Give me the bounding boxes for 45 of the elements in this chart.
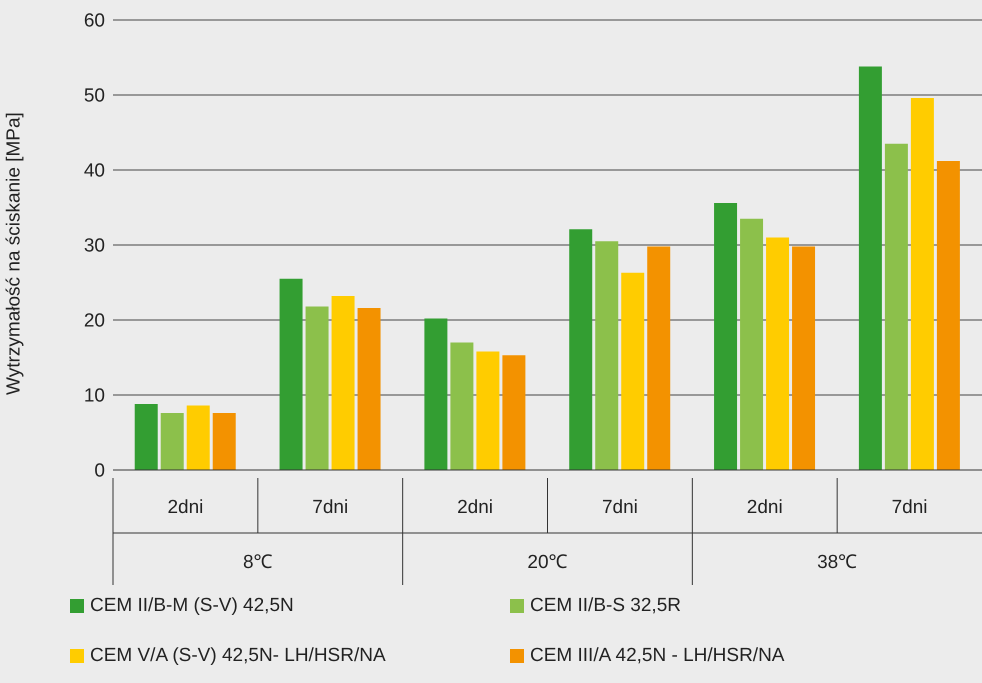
legend-label: CEM II/B-S 32,5R: [530, 595, 681, 617]
bar: [134, 404, 158, 470]
legend-label: CEM V/A (S-V) 42,5N- LH/HSR/NA: [90, 645, 386, 667]
text: 20℃: [527, 552, 568, 573]
x-tick-label: 2dni: [167, 497, 204, 518]
bar: [647, 246, 670, 470]
bar: [858, 66, 882, 470]
bar: [766, 238, 790, 470]
bar: [502, 355, 526, 470]
text: 38℃: [817, 552, 858, 573]
bar: [450, 342, 474, 470]
bar: [424, 318, 448, 470]
x-tick-label: 7dni: [602, 497, 638, 518]
bar: [792, 246, 816, 470]
x-tick-label: 2dni: [746, 497, 783, 518]
y-tick-label: 50: [84, 86, 105, 107]
x-tick-label: 2dni: [457, 497, 494, 518]
bar: [280, 278, 303, 470]
bar: [306, 306, 329, 470]
x-tick-label: 7dni: [892, 497, 928, 518]
bar: [884, 144, 908, 470]
y-tick-label: 60: [84, 10, 105, 32]
y-tick-label: 10: [84, 386, 105, 407]
y-tick-label: 0: [94, 460, 105, 482]
text: 8℃: [243, 552, 273, 573]
legend-label: CEM II/B-M (S-V) 42,5N: [90, 595, 294, 617]
bar: [476, 352, 500, 470]
bar: [595, 241, 618, 470]
bar: [936, 161, 960, 470]
y-tick-label: 40: [84, 160, 105, 182]
bar: [358, 308, 381, 470]
bar: [714, 203, 738, 470]
y-tick-label: 20: [84, 310, 105, 332]
bar: [910, 98, 934, 470]
bar: [569, 229, 592, 470]
bar: [212, 413, 236, 470]
bar: [621, 272, 644, 470]
bar: [332, 296, 355, 470]
bar: [186, 406, 210, 470]
y-axis-title: Wytrzymałość na ściskanie [MPa]: [4, 112, 25, 395]
bar: [160, 413, 184, 470]
x-tick-label: 7dni: [312, 497, 348, 518]
y-tick-label: 30: [84, 236, 105, 257]
bar: [740, 218, 764, 470]
legend-label: CEM III/A 42,5N - LH/HSR/NA: [530, 645, 784, 667]
